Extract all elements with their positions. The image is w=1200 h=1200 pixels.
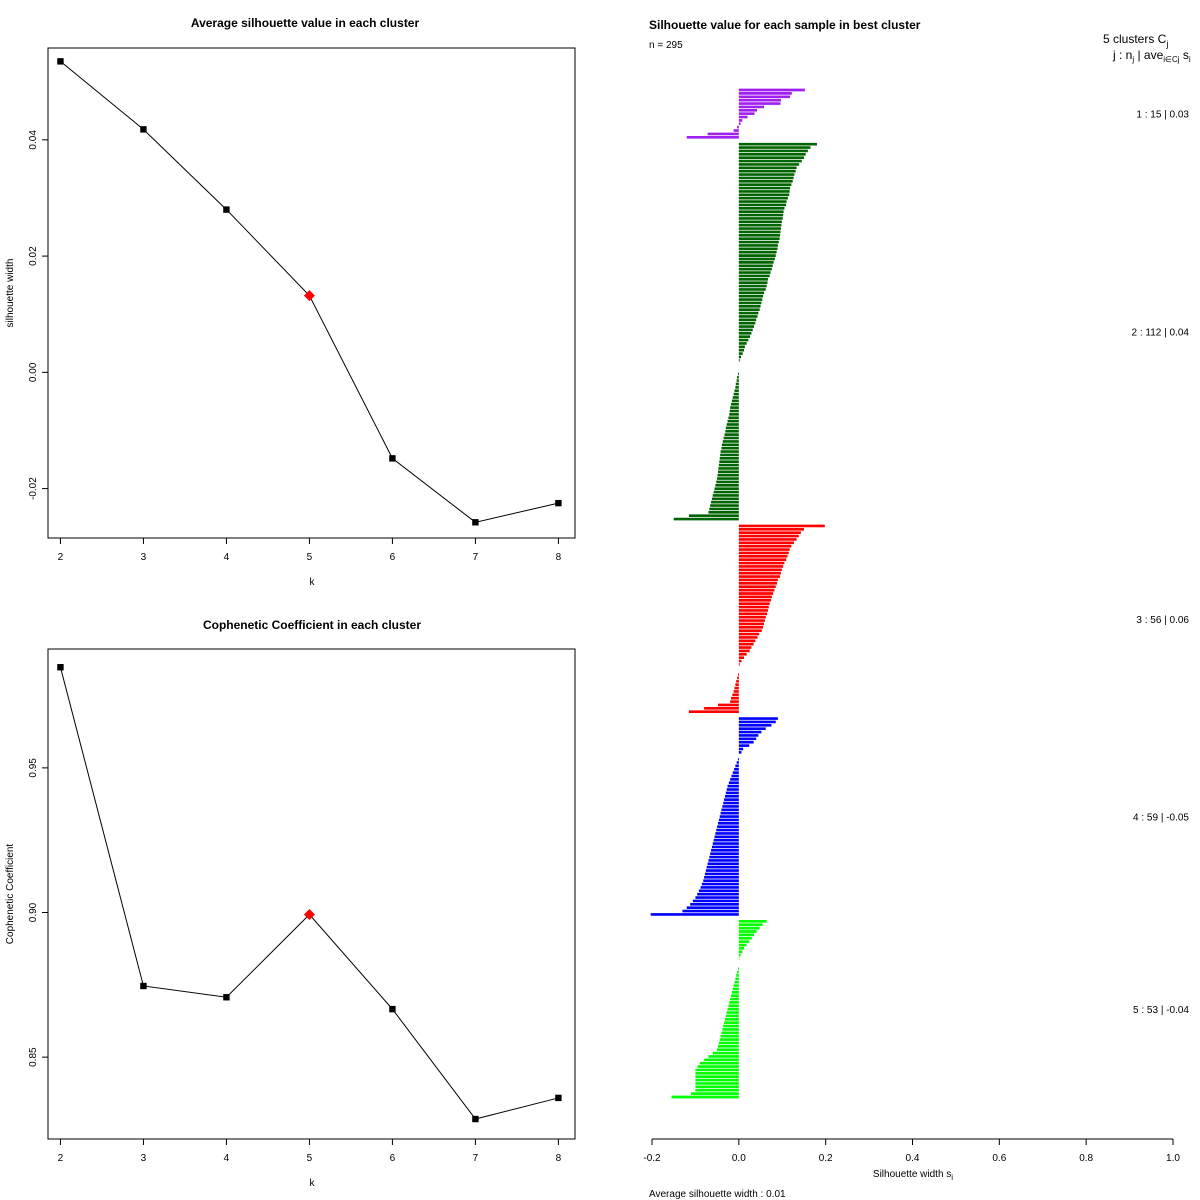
avg-silhouette-y-tick-label: 0.00 — [28, 362, 39, 382]
avg-silhouette-x-axis: 2 3 4 5 6 7 8 — [58, 537, 562, 563]
silhouette-bars-title: Silhouette value for each sample in best… — [649, 18, 921, 32]
silhouette-x-tick-label: 0.6 — [992, 1153, 1006, 1164]
silhouette-x-tick-label: 0.0 — [732, 1153, 746, 1164]
avg-silhouette-x-tick-label: 2 — [58, 552, 64, 563]
cophenetic-x-tick-label: 4 — [224, 1153, 230, 1164]
avg-silhouette-x-tick-label: 8 — [556, 552, 562, 563]
cophenetic-x-tick-label: 3 — [141, 1153, 147, 1164]
cophenetic-x-label: k — [310, 1178, 316, 1189]
cophenetic-y-tick-label: 0.85 — [28, 1047, 39, 1067]
avg-silhouette-point — [140, 126, 147, 133]
cophenetic-line — [59, 667, 559, 1120]
cophenetic-x-tick-label: 6 — [390, 1153, 396, 1164]
avg-silhouette-point — [223, 206, 230, 213]
avg-silhouette-title: Average silhouette value in each cluster — [191, 16, 420, 30]
cophenetic-y-axis: 0.85 0.90 0.95 — [28, 758, 49, 1067]
cophenetic-y-label: Cophenetic Coefficient — [5, 844, 16, 945]
silhouette-x-tick-label: 1.0 — [1166, 1153, 1180, 1164]
avg-silhouette-y-tick-label: -0.02 — [28, 477, 39, 500]
avg-silhouette-x-tick-label: 6 — [390, 552, 396, 563]
cluster-header-line2: j : nj | avei∈Cj si — [1112, 48, 1191, 64]
cluster-3-summary: 3 : 56 | 0.06 — [1136, 615, 1189, 626]
cophenetic-best-k-point — [303, 909, 315, 921]
cophenetic-point — [389, 1005, 396, 1013]
cophenetic-point — [223, 994, 230, 1001]
avg-silhouette-y-tick-label: 0.04 — [28, 130, 39, 150]
silhouette-x-axis: -0.2 0.0 0.2 0.4 0.6 0.8 1.0 — [643, 1138, 1180, 1164]
avg-silhouette-series — [57, 58, 562, 526]
cophenetic-x-axis: 2 3 4 5 6 7 8 — [58, 1138, 562, 1164]
silhouette-bars-panel: Silhouette value for each sample in best… — [643, 18, 1191, 1200]
avg-silhouette-x-tick-label: 3 — [141, 552, 147, 563]
cophenetic-x-tick-label: 7 — [473, 1153, 479, 1164]
cophenetic-x-tick-label: 2 — [58, 1153, 64, 1164]
avg-silhouette-panel: Average silhouette value in each cluster… — [5, 16, 576, 588]
cluster-4-summary: 4 : 59 | -0.05 — [1133, 813, 1189, 824]
cluster-summary-labels: 1 : 15 | 0.03 2 : 112 | 0.04 3 : 56 | 0.06… — [1132, 110, 1190, 1017]
cophenetic-plot-frame — [47, 648, 576, 1140]
cophenetic-x-tick-label: 8 — [556, 1153, 562, 1164]
cophenetic-title: Cophenetic Coefficient in each cluster — [203, 618, 421, 632]
silhouette-x-tick-label: 0.2 — [819, 1153, 833, 1164]
avg-silhouette-x-label: k — [310, 577, 316, 588]
avg-silhouette-y-label: silhouette width — [5, 259, 16, 328]
average-silhouette-footer: Average silhouette width : 0.01 — [649, 1189, 786, 1200]
avg-silhouette-point — [472, 519, 479, 526]
cophenetic-series — [57, 664, 562, 1123]
silhouette-x-tick-label: 0.4 — [906, 1153, 920, 1164]
silhouette-x-tick-label: -0.2 — [643, 1153, 661, 1164]
avg-silhouette-x-tick-label: 4 — [224, 552, 230, 563]
avg-silhouette-x-tick-label: 7 — [473, 552, 479, 563]
cophenetic-point — [140, 982, 147, 990]
cophenetic-x-tick-label: 5 — [307, 1153, 313, 1164]
cophenetic-panel: Cophenetic Coefficient in each cluster 2… — [5, 618, 576, 1189]
cluster-1-summary: 1 : 15 | 0.03 — [1136, 110, 1189, 121]
avg-silhouette-y-axis: -0.02 0.00 0.02 0.04 — [28, 130, 49, 500]
avg-silhouette-point — [389, 455, 396, 462]
cophenetic-point — [57, 664, 64, 671]
silhouette-bars — [650, 88, 825, 1099]
sample-count-label: n = 295 — [649, 40, 683, 51]
cluster-2-summary: 2 : 112 | 0.04 — [1132, 328, 1190, 339]
cluster-5-summary: 5 : 53 | -0.04 — [1133, 1005, 1189, 1016]
cluster-header-line1: 5 clusters Cj — [1103, 32, 1168, 49]
cophenetic-point — [472, 1115, 479, 1123]
cophenetic-y-tick-label: 0.95 — [28, 758, 39, 778]
avg-silhouette-point — [57, 58, 64, 65]
cophenetic-point — [555, 1094, 562, 1102]
silhouette-x-label: Silhouette width si — [873, 1169, 953, 1182]
avg-silhouette-y-tick-label: 0.02 — [28, 246, 39, 266]
avg-silhouette-best-k-point — [303, 290, 315, 302]
avg-silhouette-point — [555, 499, 562, 507]
silhouette-x-tick-label: 0.8 — [1079, 1153, 1093, 1164]
cophenetic-y-tick-label: 0.90 — [28, 902, 39, 922]
avg-silhouette-x-tick-label: 5 — [307, 552, 313, 563]
